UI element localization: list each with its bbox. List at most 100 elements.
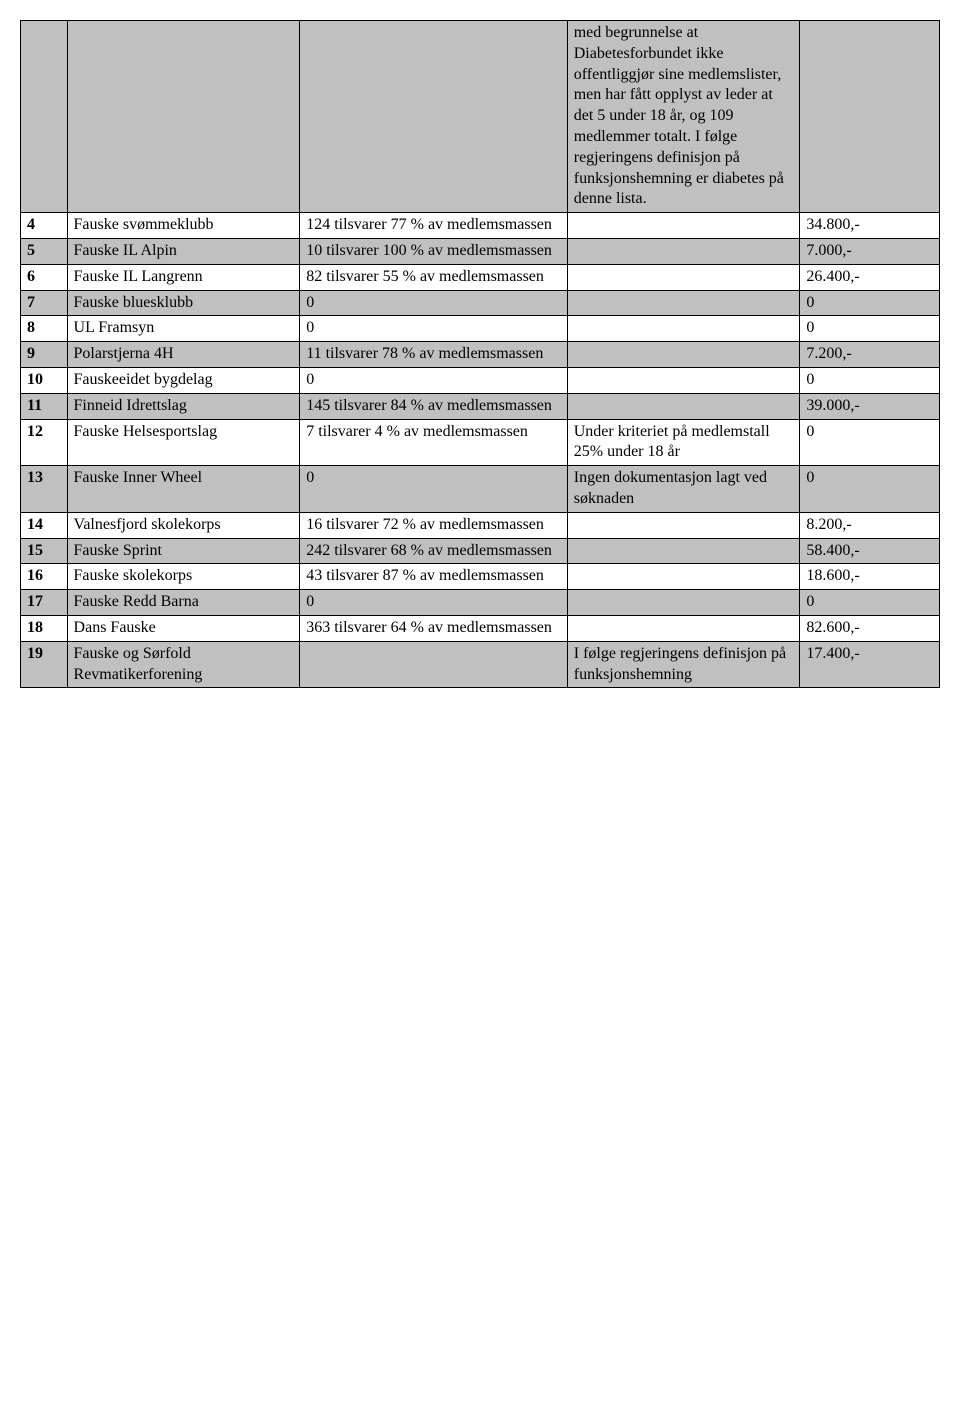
cell-amount: 7.200,- xyxy=(800,342,940,368)
cell-amount: 17.400,- xyxy=(800,641,940,688)
cell-desc: 11 tilsvarer 78 % av medlemsmassen xyxy=(300,342,568,368)
cell-num: 9 xyxy=(21,342,68,368)
table-row: 17Fauske Redd Barna00 xyxy=(21,590,940,616)
table-body: med begrunnelse at Diabetesforbundet ikk… xyxy=(21,21,940,688)
cell-desc: 145 tilsvarer 84 % av medlemsmassen xyxy=(300,393,568,419)
cell-name: Fauske IL Alpin xyxy=(67,238,300,264)
cell-num: 4 xyxy=(21,213,68,239)
cell-num: 13 xyxy=(21,466,68,513)
cell-num: 8 xyxy=(21,316,68,342)
cell-note: I følge regjeringens definisjon på funks… xyxy=(567,641,800,688)
cell-num xyxy=(21,21,68,213)
cell-desc: 0 xyxy=(300,367,568,393)
cell-note xyxy=(567,316,800,342)
cell-name: Polarstjerna 4H xyxy=(67,342,300,368)
cell-note xyxy=(567,615,800,641)
cell-note xyxy=(567,342,800,368)
cell-amount: 0 xyxy=(800,290,940,316)
cell-desc: 10 tilsvarer 100 % av medlemsmassen xyxy=(300,238,568,264)
cell-name: Fauske og Sørfold Revmatikerforening xyxy=(67,641,300,688)
cell-amount: 26.400,- xyxy=(800,264,940,290)
cell-amount: 0 xyxy=(800,590,940,616)
table-row: 8UL Framsyn00 xyxy=(21,316,940,342)
cell-name: Fauske Redd Barna xyxy=(67,590,300,616)
cell-desc: 43 tilsvarer 87 % av medlemsmassen xyxy=(300,564,568,590)
cell-name: Fauskeeidet bygdelag xyxy=(67,367,300,393)
cell-name: Fauske IL Langrenn xyxy=(67,264,300,290)
cell-name: Dans Fauske xyxy=(67,615,300,641)
cell-amount: 8.200,- xyxy=(800,512,940,538)
table-row: 12Fauske Helsesportslag7 tilsvarer 4 % a… xyxy=(21,419,940,466)
cell-name: Fauske bluesklubb xyxy=(67,290,300,316)
table-row: 13Fauske Inner Wheel0Ingen dokumentasjon… xyxy=(21,466,940,513)
table-row: 10Fauskeeidet bygdelag00 xyxy=(21,367,940,393)
table-row: 7Fauske bluesklubb00 xyxy=(21,290,940,316)
cell-name: Finneid Idrettslag xyxy=(67,393,300,419)
cell-amount: 18.600,- xyxy=(800,564,940,590)
cell-name: Fauske skolekorps xyxy=(67,564,300,590)
cell-note: Ingen dokumentasjon lagt ved søknaden xyxy=(567,466,800,513)
table-row: 5Fauske IL Alpin10 tilsvarer 100 % av me… xyxy=(21,238,940,264)
data-table: med begrunnelse at Diabetesforbundet ikk… xyxy=(20,20,940,688)
cell-name: Fauske Inner Wheel xyxy=(67,466,300,513)
cell-desc: 242 tilsvarer 68 % av medlemsmassen xyxy=(300,538,568,564)
cell-desc: 0 xyxy=(300,290,568,316)
table-row: 11Finneid Idrettslag145 tilsvarer 84 % a… xyxy=(21,393,940,419)
cell-desc: 7 tilsvarer 4 % av medlemsmassen xyxy=(300,419,568,466)
cell-num: 15 xyxy=(21,538,68,564)
cell-desc: 0 xyxy=(300,590,568,616)
table-row: 16Fauske skolekorps43 tilsvarer 87 % av … xyxy=(21,564,940,590)
cell-name xyxy=(67,21,300,213)
cell-desc: 0 xyxy=(300,316,568,342)
cell-num: 14 xyxy=(21,512,68,538)
cell-note xyxy=(567,213,800,239)
cell-num: 17 xyxy=(21,590,68,616)
cell-note xyxy=(567,264,800,290)
cell-num: 5 xyxy=(21,238,68,264)
cell-name: Fauske svømmeklubb xyxy=(67,213,300,239)
cell-amount: 0 xyxy=(800,466,940,513)
cell-amount: 0 xyxy=(800,419,940,466)
cell-note: Under kriteriet på medlemstall 25% under… xyxy=(567,419,800,466)
cell-desc: 363 tilsvarer 64 % av medlemsmassen xyxy=(300,615,568,641)
cell-amount: 58.400,- xyxy=(800,538,940,564)
cell-amount: 39.000,- xyxy=(800,393,940,419)
cell-amount xyxy=(800,21,940,213)
cell-num: 7 xyxy=(21,290,68,316)
cell-desc: 124 tilsvarer 77 % av medlemsmassen xyxy=(300,213,568,239)
cell-name: Fauske Sprint xyxy=(67,538,300,564)
table-row: 19Fauske og Sørfold Revmatikerforening I … xyxy=(21,641,940,688)
table-row: med begrunnelse at Diabetesforbundet ikk… xyxy=(21,21,940,213)
cell-note: med begrunnelse at Diabetesforbundet ikk… xyxy=(567,21,800,213)
table-row: 15Fauske Sprint242 tilsvarer 68 % av med… xyxy=(21,538,940,564)
cell-amount: 82.600,- xyxy=(800,615,940,641)
cell-num: 18 xyxy=(21,615,68,641)
cell-note xyxy=(567,290,800,316)
cell-num: 19 xyxy=(21,641,68,688)
cell-num: 12 xyxy=(21,419,68,466)
cell-name: UL Framsyn xyxy=(67,316,300,342)
cell-num: 10 xyxy=(21,367,68,393)
cell-note xyxy=(567,393,800,419)
table-row: 14Valnesfjord skolekorps16 tilsvarer 72 … xyxy=(21,512,940,538)
cell-num: 6 xyxy=(21,264,68,290)
cell-num: 16 xyxy=(21,564,68,590)
cell-amount: 0 xyxy=(800,316,940,342)
cell-desc: 16 tilsvarer 72 % av medlemsmassen xyxy=(300,512,568,538)
cell-amount: 0 xyxy=(800,367,940,393)
cell-desc xyxy=(300,21,568,213)
cell-note xyxy=(567,590,800,616)
cell-note xyxy=(567,538,800,564)
cell-desc xyxy=(300,641,568,688)
table-row: 18Dans Fauske363 tilsvarer 64 % av medle… xyxy=(21,615,940,641)
table-row: 4Fauske svømmeklubb124 tilsvarer 77 % av… xyxy=(21,213,940,239)
cell-name: Fauske Helsesportslag xyxy=(67,419,300,466)
cell-note xyxy=(567,512,800,538)
cell-amount: 7.000,- xyxy=(800,238,940,264)
cell-name: Valnesfjord skolekorps xyxy=(67,512,300,538)
table-row: 9Polarstjerna 4H11 tilsvarer 78 % av med… xyxy=(21,342,940,368)
cell-note xyxy=(567,564,800,590)
cell-desc: 0 xyxy=(300,466,568,513)
cell-note xyxy=(567,367,800,393)
cell-note xyxy=(567,238,800,264)
